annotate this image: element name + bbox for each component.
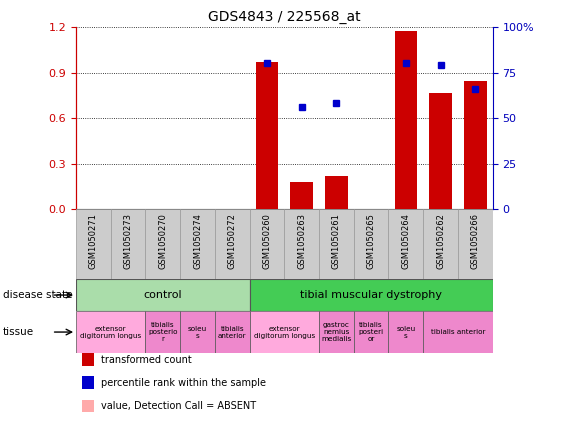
- Text: soleu
s: soleu s: [396, 326, 415, 338]
- FancyBboxPatch shape: [388, 311, 423, 353]
- Text: tibialis
anterior: tibialis anterior: [218, 326, 247, 338]
- Text: GSM1050274: GSM1050274: [193, 213, 202, 269]
- Bar: [325, 176, 348, 209]
- FancyBboxPatch shape: [76, 209, 111, 279]
- FancyBboxPatch shape: [423, 209, 458, 279]
- FancyBboxPatch shape: [423, 311, 493, 353]
- Text: GSM1050265: GSM1050265: [367, 213, 376, 269]
- FancyBboxPatch shape: [458, 209, 493, 279]
- Title: GDS4843 / 225568_at: GDS4843 / 225568_at: [208, 10, 361, 24]
- Text: gastroc
nemius
medialis: gastroc nemius medialis: [321, 322, 351, 342]
- Text: extensor
digitorum longus: extensor digitorum longus: [80, 326, 141, 338]
- FancyBboxPatch shape: [249, 311, 319, 353]
- Text: value, Detection Call = ABSENT: value, Detection Call = ABSENT: [101, 401, 256, 411]
- Text: tibialis
posteri
or: tibialis posteri or: [359, 322, 383, 342]
- Text: GSM1050260: GSM1050260: [262, 213, 271, 269]
- FancyBboxPatch shape: [354, 311, 388, 353]
- FancyBboxPatch shape: [145, 311, 180, 353]
- FancyBboxPatch shape: [215, 311, 249, 353]
- Text: soleu
s: soleu s: [188, 326, 207, 338]
- FancyBboxPatch shape: [388, 209, 423, 279]
- Bar: [291, 182, 313, 209]
- Bar: [256, 62, 278, 209]
- FancyBboxPatch shape: [76, 311, 145, 353]
- Bar: [395, 30, 417, 209]
- Bar: [464, 80, 486, 209]
- Text: GSM1050272: GSM1050272: [228, 213, 236, 269]
- Text: GSM1050262: GSM1050262: [436, 213, 445, 269]
- Text: extensor
digitorum longus: extensor digitorum longus: [254, 326, 315, 338]
- FancyBboxPatch shape: [145, 209, 180, 279]
- FancyBboxPatch shape: [319, 209, 354, 279]
- Text: tibialis
posterio
r: tibialis posterio r: [148, 322, 177, 342]
- FancyBboxPatch shape: [180, 209, 215, 279]
- Text: GSM1050266: GSM1050266: [471, 213, 480, 269]
- FancyBboxPatch shape: [76, 279, 249, 311]
- Text: GSM1050270: GSM1050270: [158, 213, 167, 269]
- Text: tibial muscular dystrophy: tibial muscular dystrophy: [300, 290, 442, 300]
- FancyBboxPatch shape: [180, 311, 215, 353]
- Text: GSM1050263: GSM1050263: [297, 213, 306, 269]
- Text: GSM1050264: GSM1050264: [401, 213, 410, 269]
- Text: tibialis anterior: tibialis anterior: [431, 329, 485, 335]
- FancyBboxPatch shape: [319, 311, 354, 353]
- FancyBboxPatch shape: [249, 209, 284, 279]
- Text: GSM1050271: GSM1050271: [89, 213, 98, 269]
- FancyBboxPatch shape: [354, 209, 388, 279]
- FancyBboxPatch shape: [249, 279, 493, 311]
- Text: GSM1050273: GSM1050273: [124, 213, 132, 269]
- FancyBboxPatch shape: [284, 209, 319, 279]
- Text: GSM1050261: GSM1050261: [332, 213, 341, 269]
- Text: control: control: [144, 290, 182, 300]
- FancyBboxPatch shape: [111, 209, 145, 279]
- Bar: [429, 93, 452, 209]
- Text: percentile rank within the sample: percentile rank within the sample: [101, 378, 266, 388]
- Text: tissue: tissue: [3, 327, 34, 337]
- Text: disease state: disease state: [3, 290, 72, 300]
- Text: transformed count: transformed count: [101, 354, 191, 365]
- FancyBboxPatch shape: [215, 209, 249, 279]
